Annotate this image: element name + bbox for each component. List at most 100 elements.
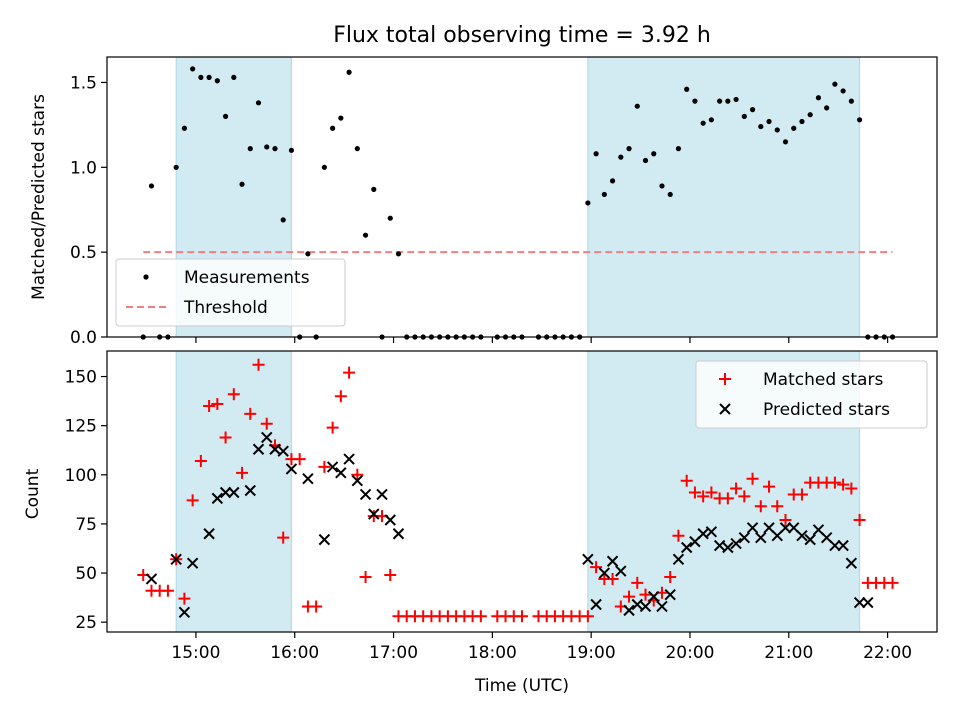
measurement-point bbox=[832, 81, 838, 87]
top-panel: 0.0 0.5 1.0 1.5 Matched/Predicted stars Mea… bbox=[29, 56, 938, 348]
bottom-legend: Matched stars Predicted stars bbox=[695, 360, 928, 429]
measurement-point bbox=[856, 117, 863, 123]
predicted-star-point bbox=[680, 541, 693, 554]
matched-star-point bbox=[277, 531, 290, 544]
predicted-star-point bbox=[335, 467, 347, 479]
measurement-point bbox=[782, 139, 789, 145]
x-tick-label: 19:00 bbox=[567, 643, 616, 663]
predicted-star-point bbox=[244, 484, 256, 497]
legend-measurements-marker bbox=[143, 274, 149, 280]
matched-star-point bbox=[697, 490, 710, 503]
measurement-point bbox=[626, 146, 632, 152]
measurement-point bbox=[651, 151, 657, 157]
predicted-star-point bbox=[302, 473, 314, 485]
predicted-star-point bbox=[219, 486, 232, 499]
predicted-star-point bbox=[639, 600, 652, 613]
measurement-point bbox=[749, 107, 756, 113]
measurement-point bbox=[190, 66, 196, 72]
predicted-star-point bbox=[664, 588, 676, 601]
bottom-matched-points bbox=[137, 358, 899, 623]
measurement-point bbox=[222, 113, 229, 119]
matched-star-point bbox=[746, 472, 759, 485]
matched-star-point bbox=[705, 486, 718, 499]
predicted-star-point bbox=[326, 461, 339, 473]
measurement-point bbox=[338, 115, 344, 121]
predicted-star-point bbox=[623, 604, 635, 617]
predicted-star-point bbox=[738, 531, 751, 544]
measurement-point bbox=[181, 125, 188, 131]
legend-predicted-marker bbox=[719, 403, 731, 415]
measurement-point bbox=[247, 146, 253, 152]
measurement-point bbox=[601, 191, 607, 198]
predicted-star-point bbox=[343, 453, 355, 465]
measurement-point bbox=[840, 88, 846, 94]
predicted-star-point bbox=[796, 530, 808, 542]
matched-star-point bbox=[252, 358, 265, 371]
matched-star-point bbox=[730, 482, 743, 495]
top-axes-frame bbox=[106, 56, 938, 338]
measurement-point bbox=[758, 123, 764, 130]
x-tick-label: 16:00 bbox=[270, 643, 319, 663]
y-tick-label: 1.5 bbox=[70, 73, 97, 93]
matched-star-point bbox=[837, 478, 850, 491]
matched-star-point bbox=[334, 390, 347, 403]
matched-star-point bbox=[260, 417, 273, 430]
bottom-legend-box bbox=[695, 360, 928, 429]
measurement-point bbox=[708, 117, 714, 123]
predicted-star-point bbox=[615, 565, 627, 577]
matched-star-point bbox=[219, 431, 232, 444]
measurement-point bbox=[255, 100, 262, 106]
matched-star-point bbox=[359, 570, 372, 583]
matched-star-point bbox=[664, 570, 677, 583]
matched-star-point bbox=[186, 494, 199, 507]
legend-predicted-label: Predicted stars bbox=[763, 400, 890, 420]
measurement-point bbox=[659, 183, 665, 189]
predicted-star-point bbox=[351, 474, 364, 487]
matched-star-point bbox=[236, 466, 249, 479]
predicted-star-point bbox=[697, 528, 709, 540]
measurement-point bbox=[824, 105, 830, 111]
predicted-star-point bbox=[746, 522, 759, 534]
predicted-star-point bbox=[318, 533, 331, 546]
predicted-star-point bbox=[837, 539, 849, 552]
x-tick-label: 22:00 bbox=[863, 643, 912, 663]
matched-star-point bbox=[203, 400, 216, 413]
predicted-star-point bbox=[590, 598, 602, 611]
measurement-point bbox=[346, 69, 352, 75]
bottom-y-axis-label: Count bbox=[23, 468, 43, 519]
measurement-point bbox=[717, 98, 723, 104]
measurement-point bbox=[148, 183, 155, 189]
matched-star-point bbox=[853, 513, 866, 526]
matched-star-point bbox=[326, 421, 339, 434]
measurement-point bbox=[733, 96, 739, 103]
matched-star-point bbox=[343, 366, 356, 379]
predicted-star-point bbox=[186, 557, 199, 569]
x-tick-label: 17:00 bbox=[369, 643, 418, 663]
measurement-point bbox=[593, 151, 599, 157]
predicted-star-point bbox=[755, 531, 767, 544]
predicted-star-point bbox=[269, 443, 281, 455]
measurement-point bbox=[198, 74, 204, 80]
matched-star-point bbox=[639, 588, 652, 601]
top-y-axis-label: Matched/Predicted stars bbox=[29, 94, 49, 300]
x-tick-label: 20:00 bbox=[665, 643, 714, 663]
measurement-point bbox=[395, 251, 402, 257]
measurement-point bbox=[667, 191, 673, 198]
y-tick-label: 125 bbox=[65, 417, 97, 437]
matched-star-point bbox=[211, 398, 224, 411]
measurement-point bbox=[354, 146, 360, 152]
bottom-y-axis-ticks: 25 50 75 100 125 150 bbox=[65, 368, 107, 633]
matched-star-point bbox=[606, 572, 619, 585]
matched-star-point bbox=[721, 492, 734, 505]
matched-star-point bbox=[623, 590, 636, 603]
measurement-point bbox=[264, 144, 270, 150]
measurement-point bbox=[791, 125, 797, 131]
predicted-star-point bbox=[631, 598, 643, 611]
matched-star-point bbox=[754, 500, 767, 513]
legend-matched-marker bbox=[719, 373, 731, 385]
legend-measurements-label: Measurements bbox=[184, 268, 310, 288]
predicted-star-point bbox=[252, 443, 265, 455]
matched-star-point bbox=[581, 610, 594, 623]
matched-star-point bbox=[161, 584, 174, 597]
